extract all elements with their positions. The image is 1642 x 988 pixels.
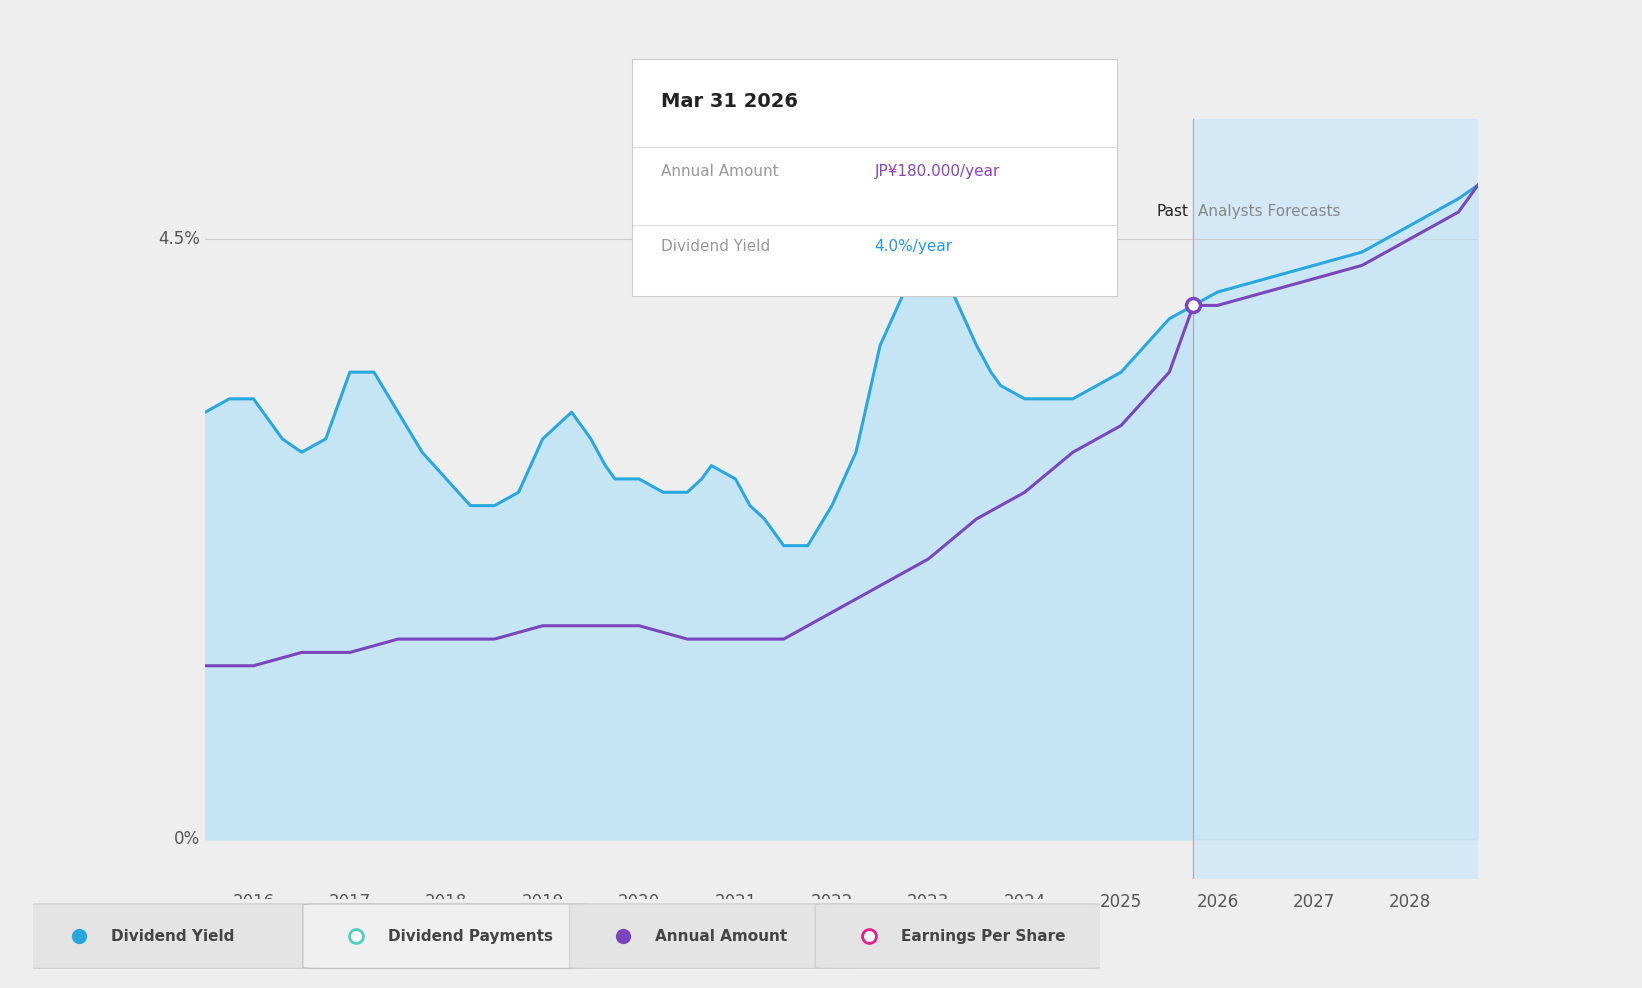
Text: 0%: 0%	[174, 830, 200, 849]
FancyBboxPatch shape	[814, 904, 1102, 968]
FancyBboxPatch shape	[302, 904, 589, 968]
Text: Annual Amount: Annual Amount	[655, 929, 787, 944]
Bar	[1194, 119, 1478, 879]
Text: Analysts Forecasts: Analysts Forecasts	[1199, 204, 1342, 218]
Text: Earnings Per Share: Earnings Per Share	[900, 929, 1066, 944]
Text: Dividend Yield: Dividend Yield	[662, 239, 770, 255]
Text: Annual Amount: Annual Amount	[662, 164, 778, 179]
Text: 4.5%: 4.5%	[159, 229, 200, 248]
Text: Dividend Payments: Dividend Payments	[388, 929, 553, 944]
FancyBboxPatch shape	[25, 904, 312, 968]
Text: Mar 31 2026: Mar 31 2026	[662, 93, 798, 112]
Text: Dividend Yield: Dividend Yield	[110, 929, 235, 944]
Text: Past: Past	[1156, 204, 1189, 218]
Text: JP¥180.000/year: JP¥180.000/year	[874, 164, 1000, 179]
Text: 4.0%/year: 4.0%/year	[874, 239, 952, 255]
FancyBboxPatch shape	[570, 904, 857, 968]
